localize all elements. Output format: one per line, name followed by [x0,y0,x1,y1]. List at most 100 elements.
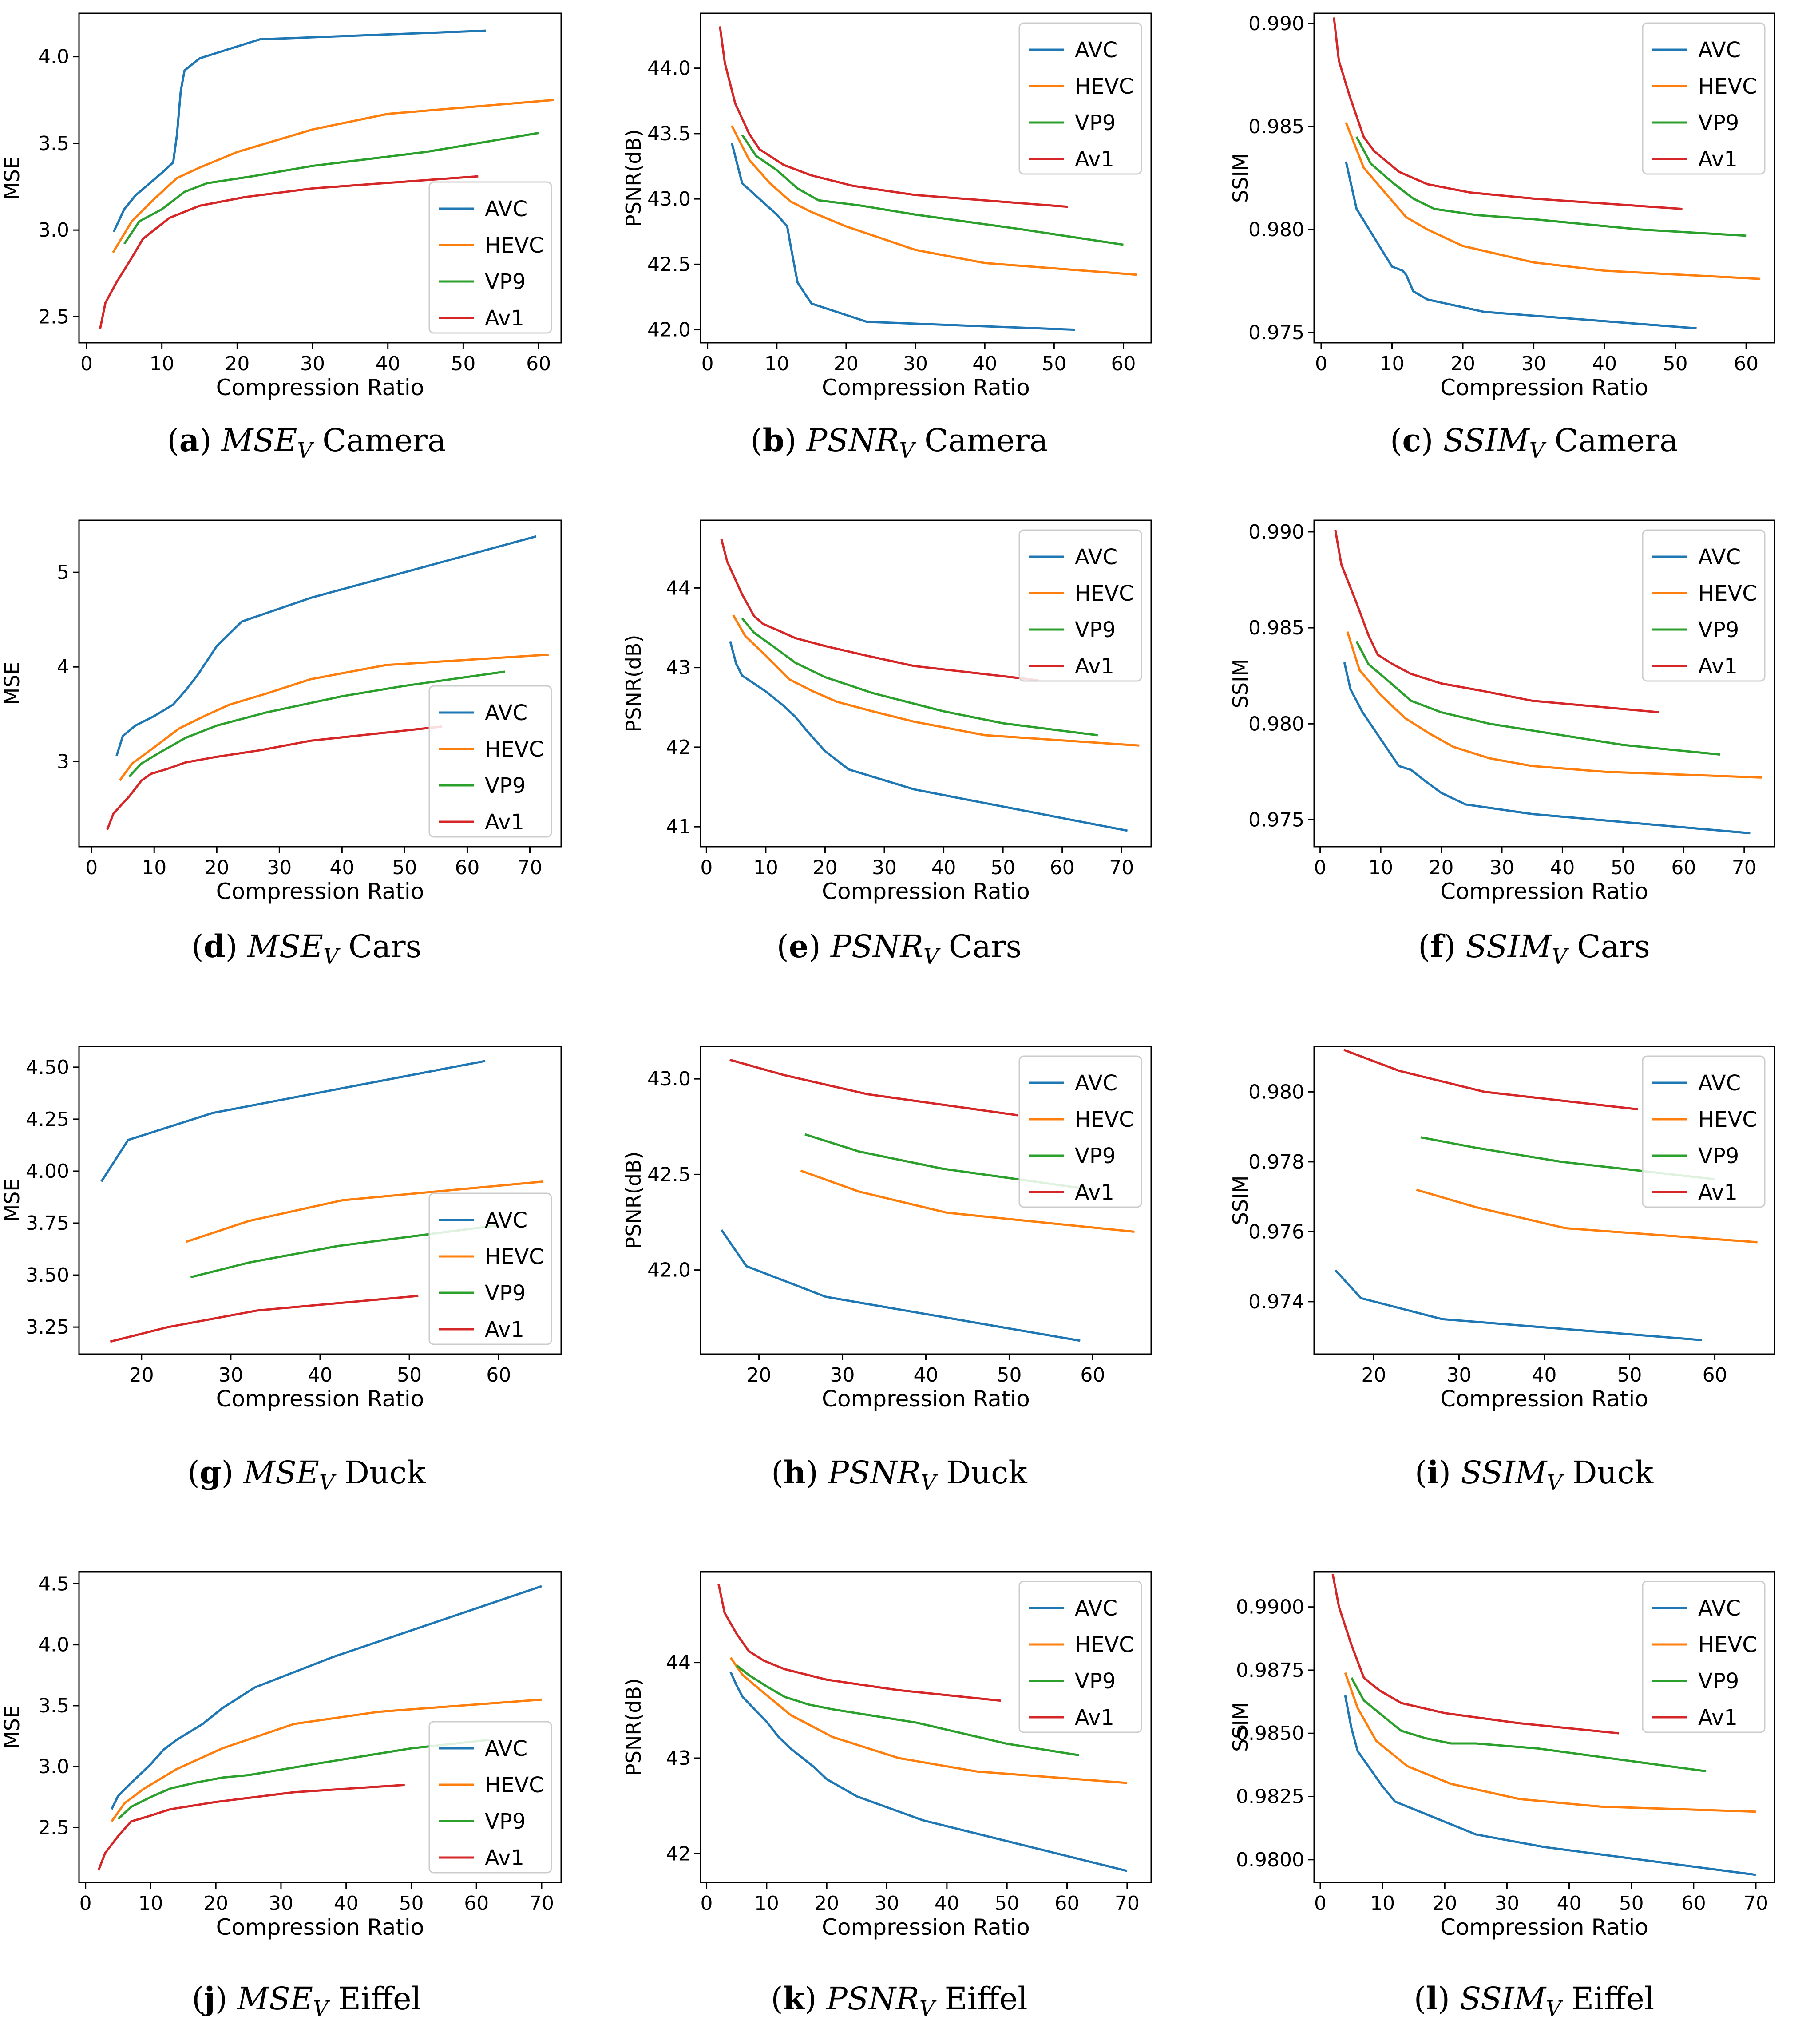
series-line-avc [115,535,537,757]
caption-g: (g) MSEV Duck [6,1454,607,1495]
y-tick-label: 44.0 [647,57,691,80]
x-tick-label: 60 [1734,353,1758,375]
x-axis-label: Compression Ratio [822,1386,1030,1412]
legend-label-av1: Av1 [485,810,524,835]
legend: AVC HEVC VP9 Av1 [1018,1581,1142,1733]
y-tick-label: 41 [666,816,691,838]
caption-paren-open: ( [750,422,763,459]
x-tick-label: 40 [308,1364,333,1386]
x-tick-label: 10 [1379,353,1404,375]
legend-label-avc: AVC [485,701,527,725]
legend-box [428,685,552,838]
y-tick-label: 0.990 [1248,12,1304,35]
x-tick-label: 60 [464,1892,489,1915]
plot-frame [78,12,562,344]
caption-j: (j) MSEV Eiffel [6,1980,607,2021]
legend-label-av1: Av1 [1698,1180,1738,1205]
plot-frame [1313,1571,1775,1883]
y-tick-label: 0.9800 [1236,1849,1304,1871]
x-tick-label: 20 [812,856,837,879]
legend-box [428,1192,552,1345]
legend: AVC HEVC VP9 Av1 [1018,1055,1142,1208]
y-tick-label: 0.9825 [1236,1786,1304,1808]
x-tick-label: 30 [1494,1892,1519,1915]
legend-label-av1: Av1 [1698,1705,1738,1730]
caption-letter: e [788,928,809,965]
y-tick-label: 3.50 [26,1264,69,1287]
x-tick-label: 70 [1115,1892,1140,1915]
y-tick-label: 3.75 [26,1212,69,1235]
legend: AVC HEVC VP9 Av1 [428,181,552,334]
x-axis-label: Compression Ratio [1440,1386,1648,1412]
chart-l: 0 10 20 30 40 50 60 70 0.9800 0.9825 0.9850 0.9875 0… [1228,1571,1775,1940]
plot-frame [700,519,1152,848]
y-tick-label: 43 [666,657,691,679]
series-line-vp9 [1355,641,1720,756]
x-tick-label: 0 [79,1892,92,1915]
series-line-vp9 [736,1664,1079,1756]
y-tick-label: 2.5 [38,305,69,328]
x-tick-label: 70 [1743,1892,1768,1915]
legend-label-av1: Av1 [485,1846,524,1870]
caption-paren-close: ) [215,1981,238,2017]
y-tick-label: 4.00 [26,1160,69,1183]
x-tick-label: 10 [764,353,789,375]
x-tick-label: 30 [300,353,325,375]
x-tick-label: 0 [85,856,98,879]
x-tick-label: 20 [1432,1892,1457,1915]
caption-c: (c) SSIMV Camera [1234,422,1802,463]
y-tick-label: 0.980 [1248,713,1304,735]
legend-label-vp9: VP9 [485,1281,526,1306]
series-line-vp9 [804,1133,1093,1191]
legend-label-hevc: HEVC [1075,581,1134,606]
y-axis-label: MSE [0,156,24,200]
y-tick-label: 0.975 [1248,808,1304,831]
x-axis-label: Compression Ratio [822,1914,1030,1940]
plot-frame [1313,12,1775,344]
chart-k: 0 10 20 30 40 50 60 70 42 43 44 Compression Ratio PS… [622,1571,1152,1940]
x-tick-label: 20 [814,1892,839,1915]
y-tick-label: 4 [57,656,69,678]
x-tick-label: 30 [1489,856,1514,879]
legend-box [1018,1055,1142,1208]
legend-label-vp9: VP9 [1698,1669,1739,1694]
caption-dataset: Cars [1567,928,1650,965]
legend-box [428,181,552,334]
x-tick-label: 0 [700,856,713,879]
plot-frame [1313,519,1775,848]
series-line-av1 [719,26,1068,208]
legend-label-vp9: VP9 [485,773,526,798]
series-line-avc [1345,161,1697,329]
caption-letter: h [783,1454,806,1491]
legend-label-avc: AVC [485,1736,527,1761]
legend-label-vp9: VP9 [1698,618,1739,642]
legend-label-vp9: VP9 [485,1809,526,1834]
x-tick-label: 40 [329,856,354,879]
x-tick-label: 30 [872,856,897,879]
caption-letter: a [179,422,200,459]
legend-label-vp9: VP9 [1698,1144,1739,1169]
legend-box [1642,1581,1766,1733]
series-line-hevc [111,1698,542,1822]
y-axis-label: SSIM [1228,1702,1252,1752]
caption-h: (h) PSNRV Duck [599,1454,1200,1495]
caption-dataset: Duck [1562,1454,1654,1491]
x-tick-label: 40 [376,353,400,375]
legend: AVC HEVC VP9 Av1 [428,1721,552,1874]
x-tick-label: 40 [334,1892,359,1915]
x-tick-label: 50 [1042,353,1066,375]
legend-label-hevc: HEVC [1075,1107,1134,1132]
legend-label-vp9: VP9 [1075,111,1116,135]
legend-label-avc: AVC [485,1208,527,1233]
x-tick-label: 40 [1550,856,1575,879]
y-axis-label: SSIM [1228,659,1252,709]
x-tick-label: 0 [80,353,93,375]
caption-d: (d) MSEV Cars [6,928,607,969]
chart-h: 20 30 40 50 60 42.0 42.5 43.0 Compression Ratio P… [622,1046,1152,1412]
y-axis-label: PSNR(dB) [622,1678,646,1776]
x-tick-label: 40 [1532,1364,1557,1386]
x-tick-label: 50 [1663,353,1688,375]
caption-dataset: Camera [1545,422,1678,459]
legend-label-av1: Av1 [1698,147,1738,172]
caption-e: (e) PSNRV Cars [599,928,1200,969]
